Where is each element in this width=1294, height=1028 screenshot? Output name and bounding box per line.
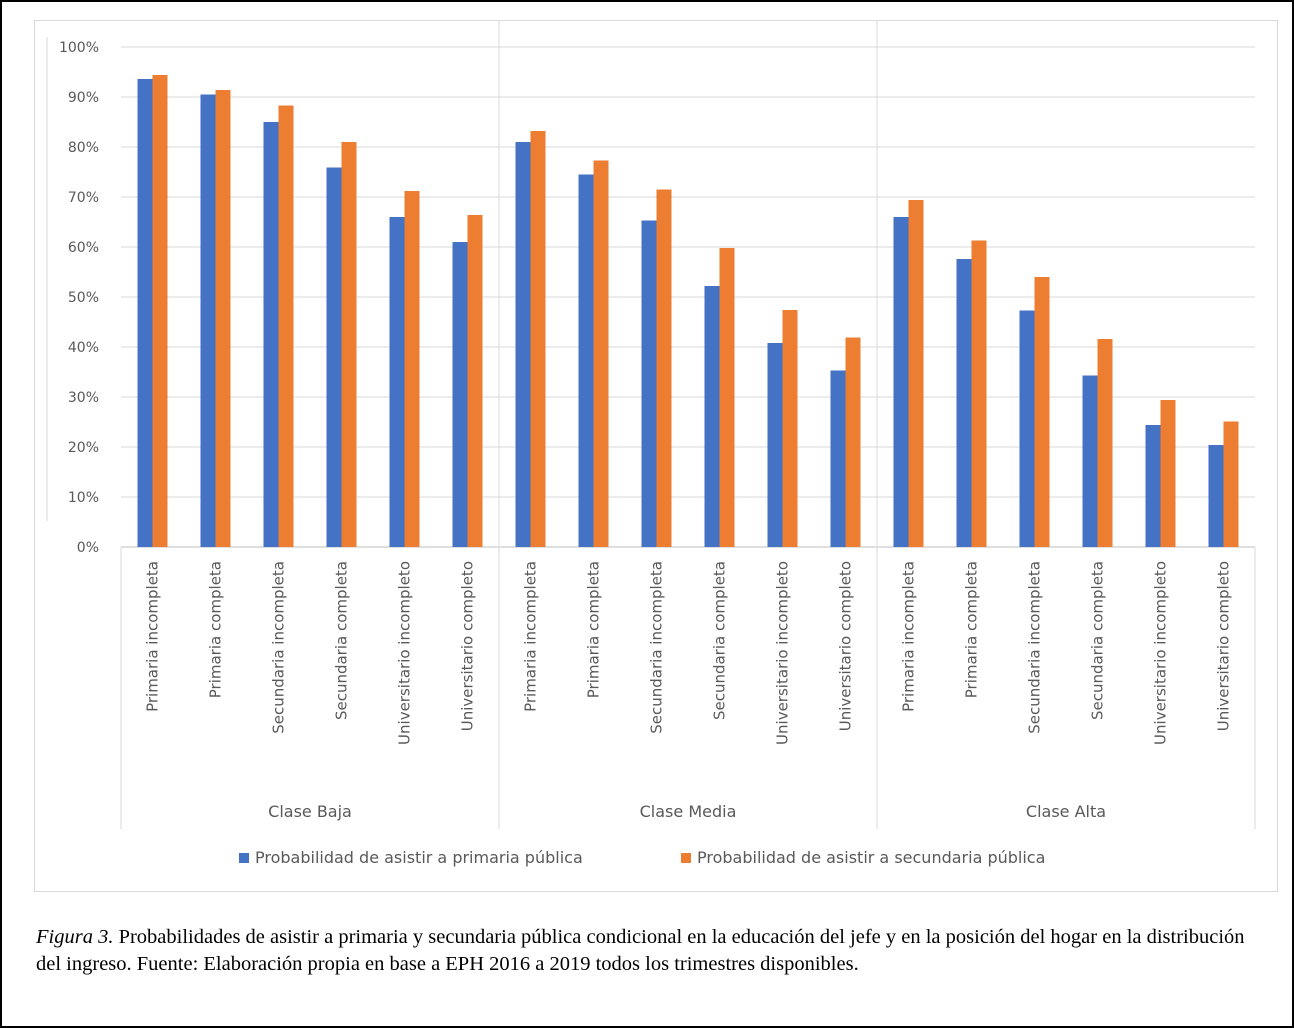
- bar-secundaria: [467, 215, 483, 547]
- bar-secundaria: [278, 105, 294, 547]
- bar-primaria: [893, 217, 909, 547]
- bar-secundaria: [782, 310, 798, 547]
- x-category-label: Secundaria completa: [1089, 561, 1107, 720]
- bar-secundaria: [1160, 400, 1176, 547]
- caption-text: Probabilidades de asistir a primaria y s…: [36, 926, 1245, 975]
- x-category-label: Secundaria incompleta: [1026, 561, 1044, 734]
- bar-secundaria: [404, 191, 420, 547]
- y-tick-label: 20%: [68, 440, 99, 456]
- y-tick-label: 40%: [68, 340, 99, 356]
- caption-label: Figura 3.: [36, 926, 114, 948]
- bar-primaria: [641, 220, 657, 547]
- bar-primaria: [515, 142, 531, 547]
- y-tick-label: 60%: [68, 240, 99, 256]
- x-category-label: Universitario incompleto: [396, 561, 414, 745]
- bar-primaria: [1019, 310, 1035, 547]
- bar-secundaria: [593, 160, 609, 547]
- y-tick-label: 80%: [68, 140, 99, 156]
- bar-primaria: [578, 174, 594, 547]
- bar-secundaria: [908, 200, 924, 547]
- x-category-label: Secundaria incompleta: [648, 561, 666, 734]
- x-category-label: Primaria completa: [585, 561, 603, 698]
- x-category-label: Universitario completo: [1215, 561, 1233, 731]
- bar-primaria: [389, 217, 405, 547]
- x-category-label: Secundaria incompleta: [270, 561, 288, 734]
- group-label: Clase Media: [640, 802, 737, 821]
- bar-secundaria: [1097, 339, 1113, 547]
- bar-secundaria: [845, 337, 861, 547]
- bar-primaria: [137, 79, 153, 547]
- bar-primaria: [830, 370, 846, 547]
- legend-swatch: [681, 853, 691, 863]
- bar-primaria: [1145, 425, 1161, 547]
- x-category-label: Primaria completa: [963, 561, 981, 698]
- x-category-label: Universitario completo: [459, 561, 477, 731]
- group-label: Clase Baja: [268, 802, 352, 821]
- x-category-label: Primaria completa: [207, 561, 225, 698]
- bar-secundaria: [656, 189, 672, 547]
- x-category-label: Universitario incompleto: [1152, 561, 1170, 745]
- bar-secundaria: [530, 131, 546, 547]
- bar-primaria: [263, 122, 279, 547]
- legend-label: Probabilidad de asistir a secundaria púb…: [697, 848, 1045, 867]
- legend-label: Probabilidad de asistir a primaria públi…: [255, 848, 583, 867]
- bar-primaria: [956, 259, 972, 547]
- bar-secundaria: [1034, 277, 1050, 547]
- x-category-label: Secundaria completa: [333, 561, 351, 720]
- y-tick-label: 30%: [68, 390, 99, 406]
- bar-primaria: [1208, 445, 1224, 547]
- y-tick-label: 50%: [68, 290, 99, 306]
- bar-primaria: [767, 343, 783, 547]
- group-label: Clase Alta: [1026, 802, 1106, 821]
- bar-primaria: [704, 286, 720, 547]
- bar-primaria: [200, 94, 216, 547]
- bar-primaria: [1082, 375, 1098, 547]
- y-tick-label: 90%: [68, 90, 99, 106]
- bar-secundaria: [341, 142, 357, 547]
- legend-swatch: [239, 853, 249, 863]
- x-category-label: Universitario completo: [837, 561, 855, 731]
- x-category-label: Primaria incompleta: [900, 561, 918, 712]
- bar-secundaria: [215, 90, 231, 547]
- x-category-label: Primaria incompleta: [144, 561, 162, 712]
- bar-secundaria: [152, 75, 168, 547]
- y-tick-label: 70%: [68, 190, 99, 206]
- y-tick-label: 0%: [77, 540, 99, 556]
- x-category-label: Universitario incompleto: [774, 561, 792, 745]
- bar-secundaria: [719, 248, 735, 547]
- bar-chart: 0% 10% 20% 30% 40% 50% 60% 70% 80% 90% 100% Primari…: [46, 21, 1256, 867]
- figure-caption: Figura 3. Probabilidades de asistir a pr…: [36, 924, 1266, 978]
- bar-secundaria: [1223, 421, 1239, 547]
- y-tick-label: 100%: [59, 40, 99, 56]
- x-category-label: Secundaria completa: [711, 561, 729, 720]
- bar-primaria: [326, 167, 342, 547]
- chart-container: 0% 10% 20% 30% 40% 50% 60% 70% 80% 90% 100% Primari…: [34, 20, 1278, 892]
- bar-secundaria: [971, 240, 987, 547]
- y-tick-label: 10%: [68, 490, 99, 506]
- x-category-label: Primaria incompleta: [522, 561, 540, 712]
- bar-primaria: [452, 242, 468, 547]
